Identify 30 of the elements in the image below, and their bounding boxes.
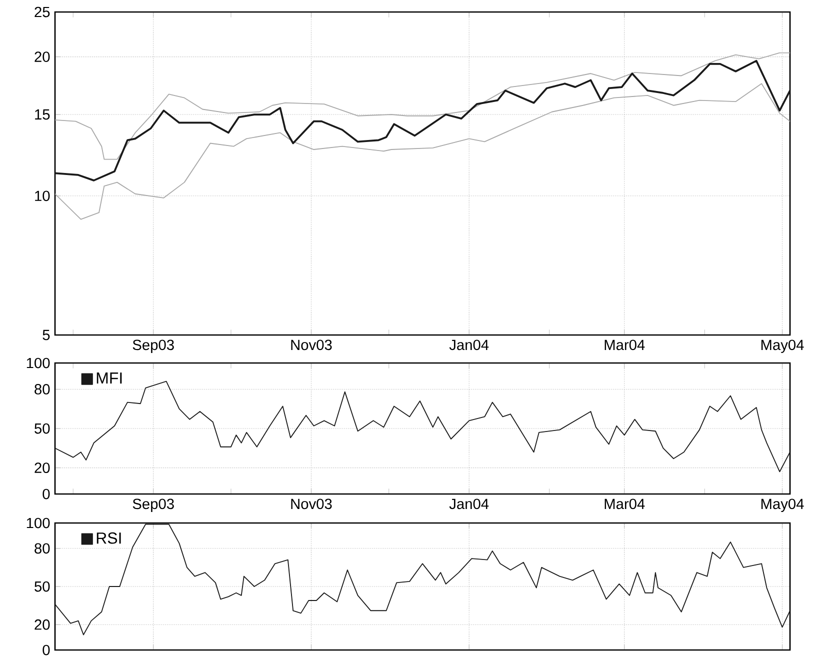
legend-label: RSI xyxy=(96,532,121,544)
x-tick-label: Sep03 xyxy=(132,498,174,512)
y-tick-label: 0 xyxy=(42,645,50,656)
y-tick-label: 20 xyxy=(34,52,50,62)
x-tick-label: Nov03 xyxy=(291,340,332,350)
y-tick-label: 25 xyxy=(34,6,50,18)
y-tick-label: 80 xyxy=(34,384,50,395)
y-tick-label: 20 xyxy=(34,462,50,474)
line-series xyxy=(55,52,790,160)
y-tick-label: 20 xyxy=(34,620,50,630)
y-tick-label: 100 xyxy=(26,358,50,368)
x-tick-label: May04 xyxy=(761,340,804,354)
y-tick-label: 10 xyxy=(35,190,50,202)
x-tick-label: Mar04 xyxy=(604,340,645,350)
x-tick-label: Jan04 xyxy=(449,340,489,350)
line-series xyxy=(55,83,790,220)
y-tick-label: 100 xyxy=(26,518,50,528)
y-tick-label: 80 xyxy=(34,543,50,554)
x-tick-label: Mar04 xyxy=(604,498,645,510)
y-tick-label: 15 xyxy=(35,110,50,120)
y-tick-label: 5 xyxy=(42,330,50,340)
y-tick-label: 0 xyxy=(42,489,50,500)
y-tick-label: 50 xyxy=(34,582,50,592)
x-tick-label: Sep03 xyxy=(132,340,174,354)
x-tick-label: Jan04 xyxy=(449,498,489,510)
x-tick-label: Nov03 xyxy=(291,498,332,510)
legend-label: MFI xyxy=(96,372,122,384)
y-tick-label: 50 xyxy=(34,424,50,434)
line-series xyxy=(55,524,790,636)
x-tick-label: May04 xyxy=(761,498,804,512)
